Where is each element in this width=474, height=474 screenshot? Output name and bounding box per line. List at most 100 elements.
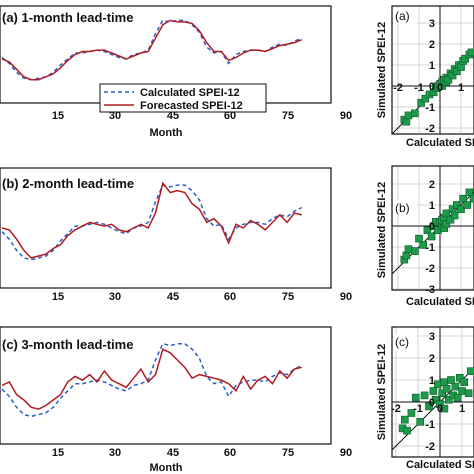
x-tick-label: 60 — [224, 447, 236, 459]
y-tick-label: -2 — [425, 263, 435, 275]
grid — [392, 6, 474, 134]
scatter-point — [404, 111, 413, 120]
scatter-point — [447, 376, 455, 384]
scatter-point — [466, 367, 474, 376]
series-forecasted-line — [1, 181, 302, 259]
series-layer — [1, 342, 303, 418]
scatter-point — [451, 382, 460, 391]
x-tick-label: 45 — [167, 110, 179, 122]
scatter-point — [460, 378, 469, 387]
x-tick-label: -2 — [393, 82, 403, 94]
y-tick-label: -2 — [425, 123, 435, 135]
scatter-point — [442, 220, 451, 228]
title-bg — [393, 8, 417, 24]
y-tick-label: 1 — [429, 60, 435, 72]
x-tick-label: 1 — [458, 82, 464, 94]
plot-frame — [0, 167, 332, 289]
x-tick-label: 75 — [282, 447, 294, 459]
x-tick-label: 75 — [282, 291, 294, 303]
scatter-point — [410, 109, 419, 118]
y-tick-label: 1 — [429, 375, 435, 387]
x-axis-label: Month — [150, 462, 183, 474]
points — [400, 48, 474, 126]
x-tick-label: 30 — [109, 447, 121, 459]
line-panel-b: (b) 2-month lead-time 15 30 45 60 75 90 — [0, 167, 352, 303]
scatter-point — [442, 209, 451, 218]
scatter-point — [453, 393, 462, 402]
series-forecasted-line — [1, 19, 303, 81]
one-to-one-line — [391, 367, 474, 451]
legend-calculated-label: Calculated SPEI-12 — [140, 87, 240, 99]
x-tick-label: 15 — [52, 110, 64, 122]
scatter-point — [464, 389, 473, 398]
x-ticks: 15 30 45 60 75 90 — [52, 110, 352, 122]
x-axis-label: Calculated SPEI-12 — [406, 296, 474, 308]
plot-frame — [0, 326, 332, 445]
x-tick-label: 30 — [109, 291, 121, 303]
panel-title: (a) 1-month lead-time — [2, 10, 133, 25]
legend-forecasted-label: Forecasted SPEI-12 — [140, 100, 243, 112]
series-layer — [1, 19, 303, 81]
x-tick-label: 45 — [167, 447, 179, 459]
title-bg — [393, 334, 417, 350]
x-tick-label: 75 — [282, 110, 294, 122]
scatter-point — [452, 201, 461, 209]
scatter-point — [404, 245, 413, 253]
scatter-point — [467, 48, 474, 57]
y-tick-label: 3 — [429, 331, 435, 343]
x-tick-label: 90 — [340, 291, 352, 303]
scatter-point — [417, 99, 425, 107]
y-tick-label: -2 — [425, 441, 435, 453]
y-ticks: 2 1 0 -1 -2 -3 — [425, 179, 435, 296]
y-tick-label: -1 — [425, 419, 435, 431]
scatter-point — [440, 404, 449, 413]
scatter-point — [442, 384, 451, 393]
x-ticks: 15 30 45 60 75 90 — [52, 291, 352, 303]
y-tick-label: 0 — [429, 81, 435, 93]
scatter-point — [419, 241, 428, 249]
scatter-title: (c) — [395, 335, 409, 349]
scatter-frame — [391, 5, 474, 135]
panel-title: (c) 3-month lead-time — [2, 337, 133, 352]
scatter-point — [444, 395, 453, 404]
scatter-frame — [391, 326, 474, 458]
series-calculated-line — [1, 184, 303, 261]
x-tick-label: 0 — [437, 403, 443, 415]
x-axis-label: Calculated SPEI-12 — [406, 137, 474, 149]
x-tick-label: 15 — [52, 447, 64, 459]
y-axis-label: Simulated SPEI-12 — [376, 344, 388, 441]
scatter-point — [425, 402, 433, 411]
y-tick-label: 3 — [429, 18, 435, 30]
x-tick-label: 1 — [459, 403, 465, 415]
scatter-point — [461, 54, 470, 63]
points — [400, 188, 474, 264]
scatter-point — [440, 378, 449, 387]
scatter-point — [415, 234, 423, 243]
scatter-point — [469, 194, 474, 203]
y-tick-label: 0 — [429, 221, 435, 233]
x-ticks: -2 -1 0 1 — [393, 82, 464, 94]
scatter-panel-b: (b) 2 1 0 -1 -2 -3 Simulated SPEI-12 Calculat… — [376, 165, 474, 308]
scatter-point — [402, 251, 411, 260]
scatter-point — [438, 389, 447, 398]
scatter-frame — [391, 165, 474, 291]
scatter-point — [427, 232, 436, 241]
y-tick-label: -3 — [425, 284, 435, 296]
legend: Calculated SPEI-12 Forecasted SPEI-12 — [99, 83, 267, 113]
series-layer — [1, 181, 303, 261]
x-tick-label: 60 — [224, 110, 236, 122]
y-tick-label: 2 — [429, 39, 435, 51]
scatter-title: (b) — [395, 201, 410, 215]
y-axis-label: Simulated SPEI-12 — [376, 182, 388, 279]
scatter-point — [457, 205, 465, 213]
x-axis-label: Month — [150, 127, 183, 139]
panel-title: (b) 2-month lead-time — [2, 176, 134, 191]
y-ticks: 3 2 1 0 -1 -2 — [425, 18, 435, 135]
x-tick-label: -1 — [413, 403, 423, 415]
x-tick-label: 15 — [52, 291, 64, 303]
scatter-point — [431, 395, 440, 404]
scatter-point — [421, 94, 430, 103]
